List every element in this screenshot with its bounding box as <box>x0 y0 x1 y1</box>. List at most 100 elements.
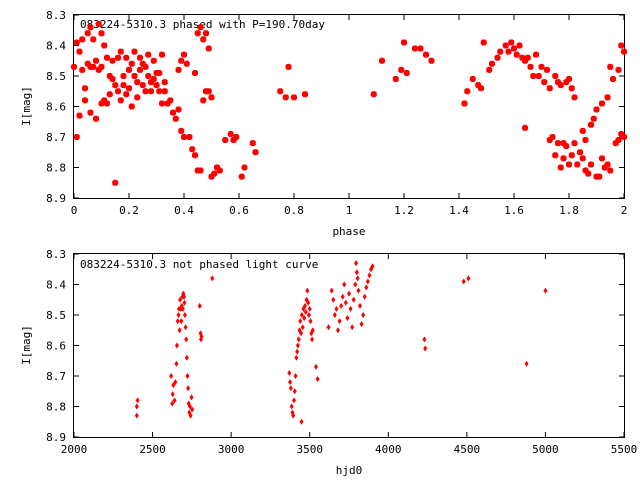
data-point <box>167 97 174 104</box>
y-tick-label: 8.6 <box>46 101 66 114</box>
data-point <box>370 91 377 98</box>
data-point <box>571 140 578 147</box>
data-point <box>176 312 181 318</box>
data-point <box>367 272 372 279</box>
data-point <box>299 312 304 318</box>
data-point <box>379 57 385 64</box>
data-point <box>524 360 529 367</box>
data-point <box>513 51 520 58</box>
data-point <box>208 94 215 101</box>
plot-frame <box>73 14 625 199</box>
data-point <box>200 36 207 43</box>
y-tick-label: 8.4 <box>46 279 66 292</box>
data-point <box>180 305 185 312</box>
data-point <box>178 296 183 303</box>
data-point <box>533 51 539 58</box>
data-point <box>183 60 190 67</box>
data-point <box>93 57 99 64</box>
data-point <box>308 318 313 325</box>
data-point <box>184 336 189 343</box>
data-point <box>137 54 143 61</box>
data-point <box>178 57 185 64</box>
data-point <box>109 57 116 64</box>
data-point <box>306 312 311 318</box>
y-tick-label: 8.8 <box>46 162 66 175</box>
data-point <box>188 412 193 419</box>
data-point <box>233 134 240 140</box>
data-point <box>566 76 572 83</box>
data-point <box>599 100 605 107</box>
data-point <box>98 63 105 70</box>
data-point <box>604 94 611 101</box>
data-point <box>423 345 428 352</box>
plot-frame <box>73 253 625 438</box>
data-point <box>356 287 361 294</box>
data-point <box>599 155 605 162</box>
y-axis-label: I[mag] <box>20 325 33 365</box>
data-point <box>560 155 567 162</box>
data-point <box>552 152 559 159</box>
data-point <box>173 379 178 386</box>
data-point <box>607 63 614 70</box>
data-point <box>299 330 304 337</box>
data-point <box>76 48 83 55</box>
data-point <box>355 275 360 282</box>
data-point <box>142 88 149 95</box>
data-point <box>354 269 359 276</box>
data-point <box>342 281 347 288</box>
data-point <box>305 287 310 294</box>
data-point <box>577 149 583 156</box>
data-point <box>170 400 175 407</box>
data-point <box>142 63 149 70</box>
data-point <box>307 305 312 312</box>
data-point <box>295 348 300 355</box>
data-point <box>306 299 311 306</box>
data-point <box>289 403 294 410</box>
data-point <box>535 73 542 79</box>
data-point <box>222 137 229 144</box>
data-point <box>182 312 187 318</box>
data-point <box>190 406 195 413</box>
data-point <box>543 287 548 294</box>
data-point <box>185 373 190 379</box>
data-point <box>117 48 124 55</box>
y-tick-label: 8.9 <box>46 431 66 444</box>
data-point <box>489 60 495 67</box>
data-point <box>197 167 204 174</box>
data-point <box>175 106 182 113</box>
data-point <box>546 85 553 92</box>
data-point <box>186 385 191 392</box>
data-point <box>178 127 185 134</box>
data-point <box>199 333 204 340</box>
data-point <box>123 91 130 98</box>
data-point <box>461 100 468 107</box>
data-point <box>181 51 187 58</box>
data-point <box>295 342 300 349</box>
data-point <box>544 66 550 73</box>
data-point <box>192 152 198 159</box>
data-point <box>115 88 121 95</box>
y-tick-label: 8.5 <box>46 70 66 83</box>
data-point <box>134 403 139 410</box>
data-point <box>216 167 223 174</box>
data-point <box>347 290 351 297</box>
data-point <box>277 88 284 95</box>
data-point <box>331 296 336 303</box>
data-point <box>182 299 187 306</box>
data-point <box>187 403 192 410</box>
data-point <box>120 82 127 89</box>
data-point <box>618 42 625 49</box>
data-point <box>401 39 407 46</box>
data-point <box>109 76 116 83</box>
data-point <box>621 48 627 55</box>
data-point <box>93 115 99 122</box>
x-tick-label: 2000 <box>61 443 88 456</box>
data-point <box>174 342 179 349</box>
y-tick-label: 8.7 <box>46 370 66 383</box>
data-point <box>292 388 297 395</box>
data-point <box>310 327 315 334</box>
data-point <box>183 324 188 331</box>
data-point <box>104 100 110 107</box>
y-tick-label: 8.5 <box>46 309 66 322</box>
data-point <box>205 88 212 95</box>
